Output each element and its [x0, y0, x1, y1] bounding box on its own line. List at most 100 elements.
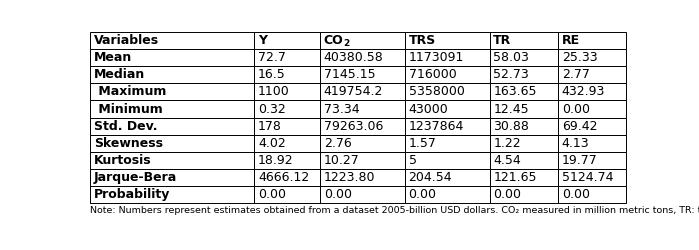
- Bar: [90, 49, 254, 66]
- Text: 12.45: 12.45: [493, 102, 529, 116]
- Bar: [558, 32, 626, 49]
- Text: 2.77: 2.77: [562, 68, 590, 81]
- Bar: [320, 118, 405, 135]
- Bar: [489, 83, 558, 100]
- Text: 4.02: 4.02: [258, 137, 286, 150]
- Text: 0.00: 0.00: [408, 188, 437, 201]
- Bar: [320, 169, 405, 186]
- Bar: [489, 118, 558, 135]
- Text: 52.73: 52.73: [493, 68, 529, 81]
- Text: 0.32: 0.32: [258, 102, 286, 116]
- Bar: [558, 152, 626, 169]
- Bar: [254, 49, 320, 66]
- Bar: [489, 32, 558, 49]
- Bar: [405, 49, 489, 66]
- Text: 0.00: 0.00: [562, 102, 590, 116]
- Bar: [405, 83, 489, 100]
- Text: 1100: 1100: [258, 86, 290, 98]
- Bar: [254, 152, 320, 169]
- Bar: [405, 152, 489, 169]
- Text: Variables: Variables: [94, 34, 159, 47]
- Text: TR: TR: [493, 34, 512, 47]
- Bar: [405, 66, 489, 83]
- Text: 0.00: 0.00: [493, 188, 521, 201]
- Text: Y: Y: [258, 34, 267, 47]
- Text: Jarque-Bera: Jarque-Bera: [94, 171, 177, 184]
- Bar: [320, 152, 405, 169]
- Bar: [320, 49, 405, 66]
- Bar: [558, 83, 626, 100]
- Text: 1173091: 1173091: [408, 51, 464, 64]
- Text: 1237864: 1237864: [408, 120, 464, 133]
- Bar: [405, 32, 489, 49]
- Text: 10.27: 10.27: [324, 154, 359, 167]
- Text: 5: 5: [408, 154, 417, 167]
- Bar: [254, 186, 320, 203]
- Text: 121.65: 121.65: [493, 171, 537, 184]
- Bar: [254, 100, 320, 117]
- Text: 4.13: 4.13: [562, 137, 589, 150]
- Text: 163.65: 163.65: [493, 86, 537, 98]
- Bar: [254, 66, 320, 83]
- Text: Skewness: Skewness: [94, 137, 163, 150]
- Bar: [90, 135, 254, 152]
- Bar: [405, 135, 489, 152]
- Text: RE: RE: [562, 34, 580, 47]
- Text: Note: Numbers represent estimates obtained from a dataset 2005-billion USD dolla: Note: Numbers represent estimates obtain…: [90, 206, 699, 215]
- Bar: [90, 169, 254, 186]
- Bar: [320, 186, 405, 203]
- Text: 2: 2: [343, 39, 350, 48]
- Text: Median: Median: [94, 68, 145, 81]
- Text: 16.5: 16.5: [258, 68, 286, 81]
- Text: 1223.80: 1223.80: [324, 171, 375, 184]
- Text: 30.88: 30.88: [493, 120, 529, 133]
- Text: 432.93: 432.93: [562, 86, 605, 98]
- Text: Maximum: Maximum: [94, 86, 166, 98]
- Text: 178: 178: [258, 120, 282, 133]
- Bar: [90, 66, 254, 83]
- Bar: [558, 49, 626, 66]
- Text: 58.03: 58.03: [493, 51, 529, 64]
- Text: 2.76: 2.76: [324, 137, 352, 150]
- Text: 4666.12: 4666.12: [258, 171, 309, 184]
- Text: 1.57: 1.57: [408, 137, 436, 150]
- Text: 18.92: 18.92: [258, 154, 294, 167]
- Bar: [90, 186, 254, 203]
- Bar: [489, 100, 558, 117]
- Bar: [489, 169, 558, 186]
- Bar: [489, 49, 558, 66]
- Bar: [558, 169, 626, 186]
- Bar: [558, 186, 626, 203]
- Bar: [90, 83, 254, 100]
- Text: 72.7: 72.7: [258, 51, 286, 64]
- Bar: [320, 32, 405, 49]
- Bar: [489, 152, 558, 169]
- Text: 4.54: 4.54: [493, 154, 521, 167]
- Bar: [90, 100, 254, 117]
- Text: Kurtosis: Kurtosis: [94, 154, 152, 167]
- Text: 1.22: 1.22: [493, 137, 521, 150]
- Text: 43000: 43000: [408, 102, 448, 116]
- Bar: [254, 83, 320, 100]
- Bar: [254, 135, 320, 152]
- Text: 204.54: 204.54: [408, 171, 452, 184]
- Text: 0.00: 0.00: [258, 188, 286, 201]
- Text: 5124.74: 5124.74: [562, 171, 613, 184]
- Bar: [320, 66, 405, 83]
- Bar: [405, 100, 489, 117]
- Bar: [254, 118, 320, 135]
- Text: 73.34: 73.34: [324, 102, 359, 116]
- Bar: [405, 169, 489, 186]
- Bar: [254, 32, 320, 49]
- Bar: [254, 169, 320, 186]
- Bar: [558, 100, 626, 117]
- Bar: [489, 135, 558, 152]
- Text: 19.77: 19.77: [562, 154, 598, 167]
- Bar: [320, 135, 405, 152]
- Text: 79263.06: 79263.06: [324, 120, 383, 133]
- Bar: [405, 186, 489, 203]
- Text: CO: CO: [324, 34, 343, 47]
- Text: Mean: Mean: [94, 51, 132, 64]
- Bar: [90, 32, 254, 49]
- Text: 0.00: 0.00: [324, 188, 352, 201]
